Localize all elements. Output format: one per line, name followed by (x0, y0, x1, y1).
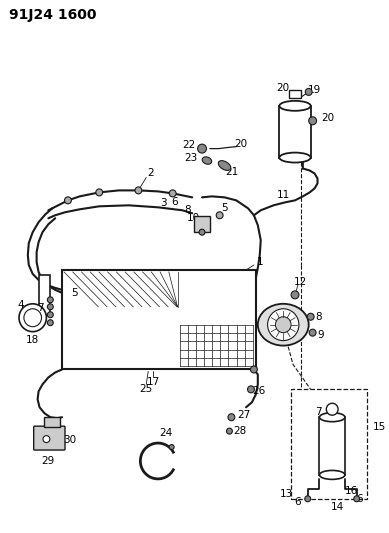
Circle shape (309, 329, 316, 336)
FancyBboxPatch shape (34, 426, 65, 450)
Bar (194, 216, 210, 232)
Circle shape (169, 190, 176, 197)
Ellipse shape (279, 101, 311, 111)
Ellipse shape (319, 471, 345, 479)
Circle shape (135, 187, 142, 194)
Circle shape (354, 496, 359, 502)
Bar (319, 417, 345, 475)
Text: 6: 6 (171, 197, 178, 207)
Text: 15: 15 (372, 422, 385, 432)
Text: 22: 22 (182, 140, 195, 150)
Circle shape (169, 445, 174, 449)
Circle shape (309, 117, 317, 125)
Text: 6: 6 (294, 497, 301, 507)
Text: 2: 2 (147, 168, 154, 179)
Text: 12: 12 (294, 277, 307, 287)
Circle shape (268, 309, 299, 341)
Circle shape (228, 414, 235, 421)
Text: 1: 1 (256, 257, 263, 267)
Text: 21: 21 (225, 167, 238, 177)
Text: 27: 27 (238, 410, 251, 420)
Circle shape (275, 317, 291, 333)
Text: 7: 7 (315, 407, 322, 417)
Circle shape (326, 403, 338, 415)
Text: 6: 6 (356, 494, 363, 504)
Circle shape (251, 366, 258, 373)
Circle shape (65, 197, 71, 204)
Text: 29: 29 (41, 456, 54, 466)
Circle shape (307, 313, 314, 320)
Text: 10: 10 (187, 213, 200, 223)
Circle shape (47, 320, 53, 326)
Text: 26: 26 (252, 386, 265, 397)
Text: 18: 18 (26, 335, 39, 345)
Bar (62, 270, 256, 369)
Text: 5: 5 (221, 203, 228, 213)
Circle shape (305, 88, 312, 95)
Text: 91J24 1600: 91J24 1600 (9, 9, 97, 22)
Text: 9: 9 (317, 329, 324, 340)
Bar (39, 275, 50, 315)
Circle shape (43, 435, 50, 442)
Ellipse shape (202, 157, 212, 164)
Text: 24: 24 (159, 428, 172, 438)
Text: 20: 20 (235, 139, 248, 149)
Circle shape (24, 309, 42, 327)
Bar (291, 389, 368, 499)
Text: 28: 28 (233, 426, 247, 436)
Circle shape (19, 304, 46, 332)
Circle shape (226, 428, 232, 434)
Circle shape (291, 291, 299, 299)
Ellipse shape (319, 413, 345, 422)
Text: 8: 8 (184, 205, 191, 215)
Text: 17: 17 (147, 377, 160, 387)
Text: 5: 5 (72, 288, 78, 298)
Text: 20: 20 (322, 113, 335, 123)
Text: 8: 8 (315, 312, 322, 322)
Text: 4: 4 (18, 300, 24, 310)
Text: 20: 20 (277, 83, 290, 93)
Text: 13: 13 (280, 489, 293, 499)
Text: 23: 23 (184, 152, 197, 163)
Text: 11: 11 (277, 190, 290, 200)
Ellipse shape (258, 304, 309, 345)
Circle shape (198, 144, 207, 153)
Text: 19: 19 (308, 85, 321, 95)
Circle shape (47, 312, 53, 318)
Text: 25: 25 (140, 384, 153, 394)
Text: 7: 7 (37, 303, 44, 313)
Ellipse shape (279, 152, 311, 163)
Bar (279, 106, 311, 158)
Circle shape (47, 304, 53, 310)
Text: 3: 3 (160, 198, 166, 208)
Text: 16: 16 (345, 486, 358, 496)
Circle shape (247, 386, 254, 393)
Circle shape (47, 297, 53, 303)
Circle shape (96, 189, 103, 196)
Text: 14: 14 (331, 502, 344, 512)
Circle shape (199, 229, 205, 235)
Text: 30: 30 (63, 435, 77, 445)
FancyBboxPatch shape (44, 417, 60, 427)
Circle shape (305, 496, 311, 502)
Ellipse shape (218, 160, 231, 171)
Bar (289, 90, 301, 98)
Circle shape (216, 212, 223, 219)
